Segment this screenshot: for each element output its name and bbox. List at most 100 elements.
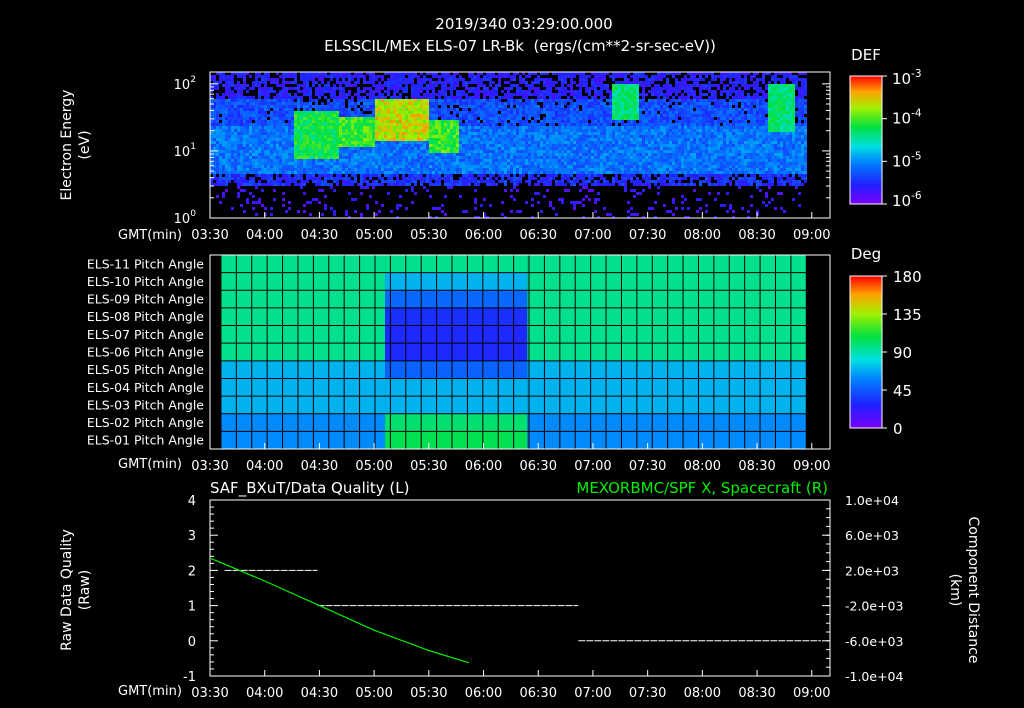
colorbar-tick-label: 10-5: [892, 150, 922, 170]
left-y-tick-label: -1: [183, 670, 196, 685]
row-label: ELS-11 Pitch Angle: [87, 256, 204, 271]
row-label: ELS-06 Pitch Angle: [87, 345, 204, 360]
pitch-angle-cell: [527, 431, 807, 449]
pitch-angle-cell: [527, 360, 807, 379]
row-label: ELS-08 Pitch Angle: [87, 309, 204, 324]
pitch-angle-cell: [527, 413, 807, 432]
pitch-angle-cell: [385, 378, 528, 397]
left-y-tick-label: 1: [188, 600, 196, 615]
pitch-angle-x-axis: 03:30 04:00 04:30 05:00 05:30 06:00 06:30 07:00…: [191, 443, 830, 474]
deg-colorbar-ticks: 180 135 90 45 0: [882, 268, 922, 438]
spectrogram-xaxis-label: GMT(min): [118, 228, 182, 243]
row-label: ELS-03 Pitch Angle: [87, 397, 204, 412]
x-tick-label: 03:30: [191, 459, 228, 474]
pitch-angle-cell: [385, 290, 528, 309]
pitch-angle-cell: [385, 272, 528, 291]
right-y-tick-label: -6.0e+03: [845, 634, 903, 649]
x-tick-label: 03:30: [191, 228, 228, 243]
x-tick-label: 06:00: [465, 228, 502, 243]
pitch-angle-cell: [220, 360, 386, 379]
pitch-angle-row-labels: ELS-11 Pitch Angle ELS-10 Pitch Angle ELS-…: [87, 256, 204, 447]
x-tick-label: 04:30: [301, 686, 338, 701]
x-tick-label: 08:30: [738, 686, 775, 701]
pitch-angle-cell: [220, 413, 386, 432]
def-colorbar: [849, 75, 883, 205]
colorbar-tick-label: 135: [893, 306, 922, 324]
x-tick-label: 03:30: [191, 686, 228, 701]
pitch-angle-panel: ELS-11 Pitch Angle ELS-10 Pitch Angle ELS-…: [87, 245, 922, 474]
pitch-angle-cell: [385, 360, 528, 379]
pitch-angle-cell: [527, 272, 807, 291]
pitch-angle-cell: [220, 290, 386, 309]
x-tick-label: 06:30: [520, 686, 557, 701]
distance-ylabel-line1: Component Distance: [965, 517, 981, 664]
x-tick-label: 08:00: [684, 686, 721, 701]
x-tick-label: 05:00: [355, 228, 392, 243]
left-y-tick-label: 4: [188, 494, 196, 509]
quality-frame: [209, 499, 831, 677]
distance-ylabel-line2: (km): [947, 574, 963, 607]
quality-title-right: MEXORBMC/SPF X, Spacecraft (R): [576, 479, 828, 497]
pitch-angle-cell: [220, 255, 386, 274]
x-tick-label: 04:00: [246, 686, 283, 701]
x-tick-label: 06:30: [520, 228, 557, 243]
pitch-angle-cell: [527, 343, 807, 362]
pitch-angle-cell: [220, 325, 386, 344]
pitch-angle-xaxis-label: GMT(min): [118, 457, 182, 472]
x-tick-label: 07:00: [574, 228, 611, 243]
x-tick-label: 05:30: [410, 686, 447, 701]
pitch-angle-cell: [385, 255, 528, 274]
y-tick-label: 102: [174, 75, 196, 93]
quality-series: [224, 569, 821, 642]
pitch-angle-cell: [385, 325, 528, 344]
left-y-tick-label: 3: [188, 529, 196, 544]
x-tick-label: 05:00: [355, 459, 392, 474]
quality-x-axis: 03:30 04:00 04:30 05:00 05:30 06:00 06:30 07:00…: [191, 670, 830, 701]
row-label: ELS-07 Pitch Angle: [87, 327, 204, 342]
pitch-angle-cell: [220, 396, 386, 415]
spectrogram-x-axis: 03:30 04:00 04:30 05:00 05:30 06:00 06:30 07:00…: [191, 212, 830, 243]
quality-title-left: SAF_BXuT/Data Quality (L): [210, 479, 410, 498]
row-label: ELS-10 Pitch Angle: [87, 274, 204, 289]
quality-ylabel-line1: Raw Data Quality: [59, 529, 75, 651]
x-tick-label: 05:30: [410, 459, 447, 474]
pitch-angle-cell: [385, 396, 528, 415]
pitch-angle-cell: [527, 290, 807, 309]
colorbar-tick-label: 10-4: [892, 108, 922, 128]
spacecraft-x-line: [209, 557, 470, 664]
x-tick-label: 07:00: [574, 459, 611, 474]
quality-xaxis-label: GMT(min): [118, 684, 182, 699]
row-label: ELS-02 Pitch Angle: [87, 415, 204, 430]
x-tick-label: 07:30: [629, 228, 666, 243]
right-y-tick-label: 2.0e+03: [845, 563, 899, 578]
colorbar-tick-label: 10-3: [892, 68, 922, 88]
colorbar-tick-label: 90: [893, 344, 912, 362]
pitch-angle-cell: [220, 307, 386, 327]
left-y-tick-label: 0: [188, 635, 196, 650]
y-tick-label: 100: [174, 209, 197, 227]
def-colorbar-ticks: 10-3 10-4 10-5 10-6: [882, 68, 922, 210]
x-tick-label: 05:00: [355, 686, 392, 701]
pitch-angle-frame: [209, 254, 831, 450]
colorbar-tick-label: 180: [893, 268, 922, 286]
deg-colorbar: [849, 275, 883, 429]
x-tick-label: 09:00: [793, 459, 830, 474]
x-tick-label: 08:30: [738, 459, 775, 474]
x-tick-label: 06:30: [520, 459, 557, 474]
row-label: ELS-01 Pitch Angle: [87, 433, 204, 448]
quality-ylabel-line2: (Raw): [77, 570, 93, 610]
x-tick-label: 06:00: [465, 459, 502, 474]
pitch-angle-cell: [527, 307, 807, 327]
pitch-angle-cell: [220, 378, 386, 397]
subtitle: ELSSCIL/MEx ELS-07 LR-Bk (ergs/(cm**2-sr…: [324, 37, 716, 55]
timestamp-title: 2019/340 03:29:00.000: [435, 15, 612, 33]
quality-left-axis: -1 0 1 2 3 4: [183, 494, 218, 685]
pitch-angle-cell: [385, 343, 528, 362]
left-y-tick-label: 2: [188, 564, 196, 579]
x-tick-label: 07:30: [629, 686, 666, 701]
spectrogram-ylabel-line2: (eV): [77, 130, 93, 159]
spectrogram-frame: [209, 71, 831, 219]
quality-right-axis: -1.0e+04 -6.0e+03 -2.0e+03 2.0e+03 6.0e+03 1.…: [822, 493, 904, 684]
row-label: ELS-09 Pitch Angle: [87, 292, 204, 307]
